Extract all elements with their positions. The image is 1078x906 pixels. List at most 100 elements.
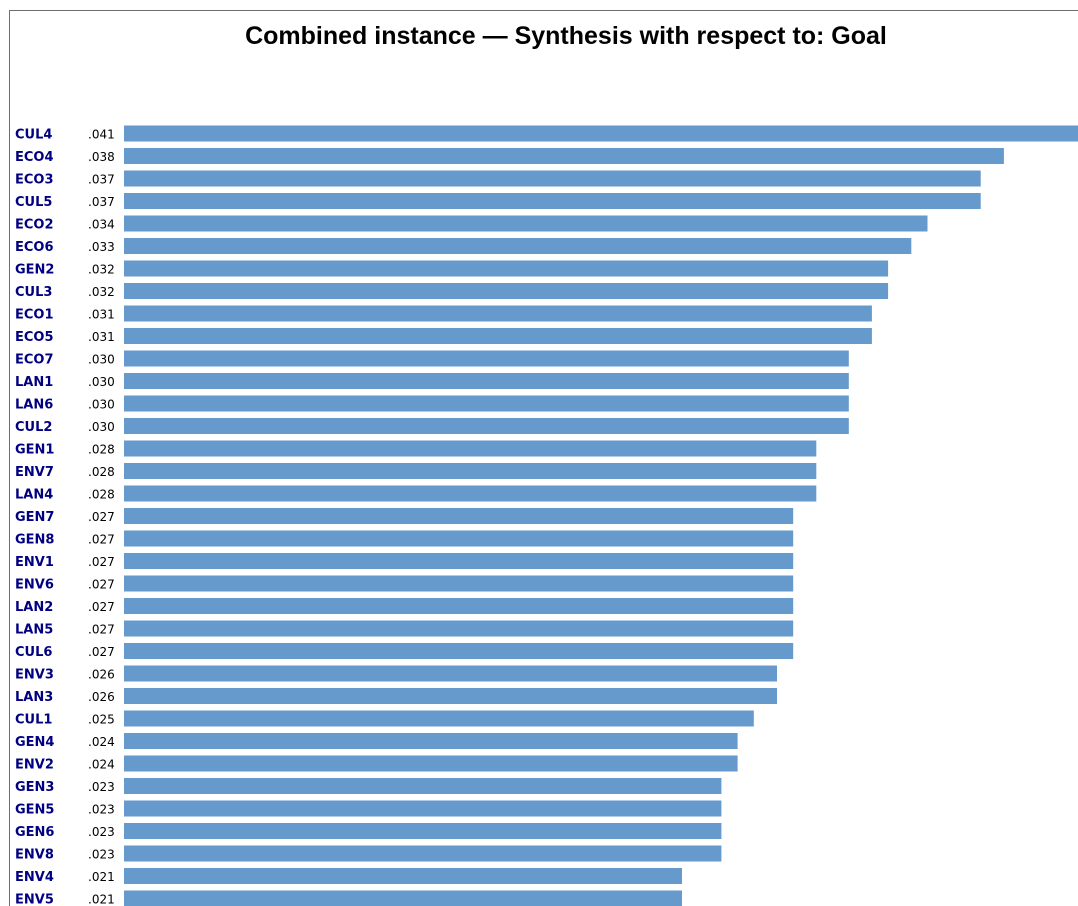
bar-row: ECO2 .034 — [15, 215, 928, 233]
category-label: CUL5 — [15, 195, 52, 210]
bar-row: GEN4 .024 — [15, 733, 738, 750]
bar — [124, 440, 817, 457]
value-label: .024 — [88, 758, 115, 772]
bar-row: ENV2 .024 — [15, 755, 738, 773]
bar-row: ECO1 .031 — [15, 305, 872, 323]
value-label: .023 — [88, 825, 115, 839]
category-label: GEN2 — [15, 263, 54, 278]
category-label: ENV8 — [15, 848, 54, 863]
category-label: ENV5 — [15, 893, 54, 906]
category-label: GEN6 — [15, 825, 54, 840]
bar — [124, 868, 682, 884]
value-label: .031 — [88, 308, 115, 322]
bar — [124, 710, 754, 727]
value-label: .037 — [88, 195, 115, 209]
category-label: LAN6 — [15, 398, 53, 413]
bar-row: CUL3 .032 — [15, 283, 889, 300]
bar — [124, 530, 794, 547]
bar — [124, 350, 849, 367]
bar — [124, 643, 794, 659]
bar — [124, 800, 722, 817]
value-label: .026 — [88, 690, 115, 704]
bar-row: ENV5 .021 — [15, 890, 682, 906]
bar-row: GEN2 .032 — [15, 260, 889, 278]
category-label: ENV6 — [15, 578, 54, 593]
value-label: .037 — [88, 173, 115, 187]
value-label: .034 — [88, 218, 115, 232]
category-label: ECO1 — [15, 308, 54, 323]
category-label: CUL6 — [15, 645, 52, 660]
bar-row: ENV1 .027 — [15, 553, 794, 570]
value-label: .041 — [88, 128, 115, 142]
chart-frame — [9, 10, 1078, 906]
bar-row: GEN6 .023 — [15, 823, 722, 840]
category-label: ECO4 — [15, 150, 54, 165]
chart-title: Combined instance — Synthesis with respe… — [245, 22, 887, 50]
bar-row: ENV3 .026 — [15, 665, 777, 683]
bar-row: ENV6 .027 — [15, 575, 794, 593]
category-label: ECO6 — [15, 240, 54, 255]
category-label: ECO2 — [15, 218, 54, 233]
bar — [124, 845, 722, 862]
category-label: GEN7 — [15, 510, 54, 525]
bar-row: ECO3 .037 — [15, 170, 981, 188]
bar — [124, 260, 889, 277]
bar — [124, 598, 794, 614]
value-label: .027 — [88, 510, 115, 524]
bar-row: ENV7 .028 — [15, 463, 817, 480]
bar-row: ECO6 .033 — [15, 238, 912, 255]
category-label: CUL4 — [15, 128, 52, 143]
category-label: CUL3 — [15, 285, 52, 300]
value-label: .023 — [88, 780, 115, 794]
category-label: ECO5 — [15, 330, 54, 345]
category-label: ENV7 — [15, 465, 54, 480]
value-label: .032 — [88, 263, 115, 277]
value-label: .028 — [88, 488, 115, 502]
bar — [124, 418, 849, 434]
bar-row: GEN5 .023 — [15, 800, 722, 818]
bar — [124, 553, 794, 569]
value-label: .027 — [88, 623, 115, 637]
bar-row: GEN8 .027 — [15, 530, 794, 548]
bar — [124, 125, 1078, 142]
bar-row: ENV4 .021 — [15, 868, 682, 885]
category-label: LAN5 — [15, 623, 53, 638]
bar — [124, 733, 738, 749]
value-label: .028 — [88, 443, 115, 457]
bar-row: LAN4 .028 — [15, 485, 817, 503]
category-label: ENV3 — [15, 668, 54, 683]
bar — [124, 823, 722, 839]
bar-row: CUL2 .030 — [15, 418, 849, 435]
category-label: LAN4 — [15, 488, 53, 503]
category-label: ENV4 — [15, 870, 54, 885]
value-label: .030 — [88, 375, 115, 389]
value-label: .021 — [88, 893, 115, 906]
category-label: GEN1 — [15, 443, 54, 458]
value-label: .030 — [88, 353, 115, 367]
value-label: .023 — [88, 848, 115, 862]
bar-row: CUL4 .041 — [15, 125, 1078, 143]
category-label: ECO7 — [15, 353, 54, 368]
value-label: .023 — [88, 803, 115, 817]
bar — [124, 193, 981, 209]
bar-row: LAN3 .026 — [15, 688, 777, 705]
value-label: .027 — [88, 645, 115, 659]
bar-row: ECO7 .030 — [15, 350, 849, 368]
category-label: ENV2 — [15, 758, 54, 773]
bar — [124, 508, 794, 524]
category-label: CUL1 — [15, 713, 52, 728]
bar — [124, 328, 872, 344]
category-label: ECO3 — [15, 173, 54, 188]
bar — [124, 688, 777, 704]
value-label: .030 — [88, 420, 115, 434]
bar-row: CUL1 .025 — [15, 710, 754, 728]
value-label: .027 — [88, 600, 115, 614]
value-label: .031 — [88, 330, 115, 344]
bar — [124, 620, 794, 637]
bar — [124, 283, 889, 299]
bar — [124, 170, 981, 187]
bar — [124, 148, 1004, 164]
value-label: .033 — [88, 240, 115, 254]
value-label: .024 — [88, 735, 115, 749]
bar — [124, 778, 722, 794]
